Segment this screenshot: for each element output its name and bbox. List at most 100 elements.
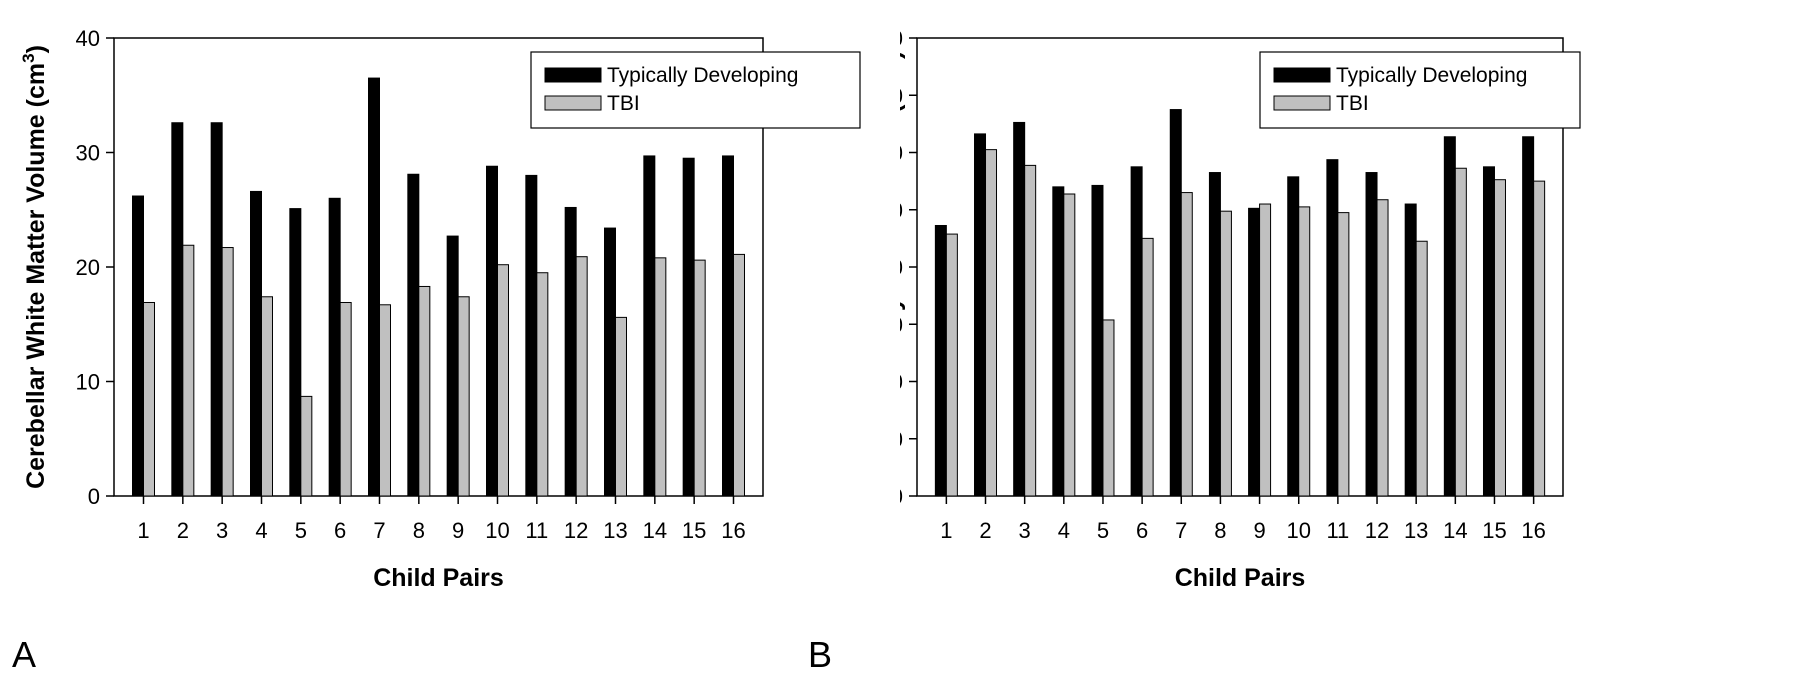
bar-typically-developing-14 xyxy=(1443,136,1456,497)
bar-typically-developing-2 xyxy=(974,133,987,497)
y-axis-title-superscript: 3 xyxy=(19,53,38,62)
y-tick-label: 20 xyxy=(900,427,903,452)
bar-tbi-7 xyxy=(1180,192,1193,497)
y-tick-label: 40 xyxy=(76,26,100,51)
y-axis-title: Cerebellar White Matter Volume (cm3) xyxy=(19,45,50,489)
bar-tbi-1 xyxy=(945,233,958,497)
x-tick-label: 13 xyxy=(1404,518,1428,543)
bar-tbi-3 xyxy=(221,247,234,497)
legend-swatch-typically-developing xyxy=(544,67,602,83)
bar-tbi-1 xyxy=(143,301,155,497)
x-tick-label: 12 xyxy=(1365,518,1389,543)
bar-tbi-16 xyxy=(1533,180,1546,497)
panel-b-letter: B xyxy=(808,634,833,675)
bar-typically-developing-11 xyxy=(525,174,538,497)
bar-typically-developing-9 xyxy=(1248,207,1261,497)
y-tick-label: 20 xyxy=(76,255,100,280)
y-tick-label: 0 xyxy=(900,484,903,509)
x-tick-label: 5 xyxy=(295,518,307,543)
bar-typically-developing-12 xyxy=(1365,172,1378,497)
bar-typically-developing-10 xyxy=(1287,176,1300,497)
x-tick-label: 7 xyxy=(1175,518,1187,543)
y-tick-label: 0 xyxy=(88,484,100,509)
bar-tbi-12 xyxy=(575,256,588,497)
bar-tbi-6 xyxy=(1141,237,1154,497)
bar-tbi-3 xyxy=(1024,164,1037,497)
bar-typically-developing-8 xyxy=(407,173,420,497)
x-tick-label: 13 xyxy=(603,518,627,543)
bar-tbi-11 xyxy=(536,272,549,497)
x-tick-label: 1 xyxy=(940,518,952,543)
x-tick-label: 2 xyxy=(979,518,991,543)
bar-tbi-12 xyxy=(1376,199,1389,497)
bar-tbi-9 xyxy=(1259,203,1272,497)
bar-typically-developing-10 xyxy=(486,165,498,497)
bar-tbi-10 xyxy=(497,264,509,497)
bar-typically-developing-13 xyxy=(1404,203,1417,497)
bar-tbi-13 xyxy=(1415,240,1428,497)
x-tick-label: 5 xyxy=(1097,518,1109,543)
bar-typically-developing-4 xyxy=(1052,186,1065,497)
y-tick-label: 10 xyxy=(76,370,100,395)
legend-swatch-tbi xyxy=(1273,95,1331,111)
y-tick-label: 120 xyxy=(900,141,903,166)
bar-tbi-9 xyxy=(457,296,470,497)
legend-swatch-typically-developing xyxy=(1273,67,1331,83)
x-tick-label: 16 xyxy=(1521,518,1545,543)
bar-typically-developing-5 xyxy=(1091,184,1104,497)
y-tick-label: 160 xyxy=(900,26,903,51)
x-tick-label: 14 xyxy=(643,518,667,543)
bar-tbi-15 xyxy=(1493,179,1506,497)
y-tick-label: 40 xyxy=(900,370,903,395)
y-axis-title-text: Cerebellar White Matter Volume (cm xyxy=(22,63,50,489)
y-axis-title-text: Cerebellar Gray Matter Volume (cm xyxy=(900,68,906,483)
y-tick-label: 30 xyxy=(76,141,100,166)
bar-typically-developing-7 xyxy=(368,77,380,497)
bar-typically-developing-1 xyxy=(132,195,144,497)
y-axis-title: Cerebellar Gray Matter Volume (cm3) xyxy=(900,51,906,484)
x-tick-label: 3 xyxy=(1019,518,1031,543)
bar-tbi-4 xyxy=(261,296,273,497)
x-tick-label: 15 xyxy=(682,518,706,543)
x-tick-label: 2 xyxy=(177,518,189,543)
bar-typically-developing-9 xyxy=(446,235,459,497)
x-tick-label: 12 xyxy=(564,518,588,543)
bar-typically-developing-3 xyxy=(210,122,223,497)
x-tick-label: 3 xyxy=(216,518,228,543)
x-tick-label: 16 xyxy=(721,518,745,543)
bar-typically-developing-16 xyxy=(722,155,734,497)
bar-typically-developing-8 xyxy=(1208,172,1221,497)
bar-tbi-10 xyxy=(1298,206,1311,497)
x-tick-label: 11 xyxy=(525,518,548,543)
legend-swatch-tbi xyxy=(544,95,602,111)
x-tick-label: 11 xyxy=(1326,518,1349,543)
bar-tbi-13 xyxy=(615,316,627,497)
x-tick-label: 1 xyxy=(137,518,149,543)
x-tick-label: 10 xyxy=(485,518,509,543)
y-tick-label: 60 xyxy=(900,312,903,337)
x-axis-title: Child Pairs xyxy=(373,564,504,592)
legend-label: Typically Developing xyxy=(607,64,798,87)
y-tick-label: 140 xyxy=(900,83,903,108)
bar-typically-developing-2 xyxy=(171,122,184,497)
x-tick-label: 4 xyxy=(255,518,267,543)
bar-tbi-15 xyxy=(693,259,706,497)
bar-typically-developing-15 xyxy=(1482,166,1495,497)
bar-tbi-11 xyxy=(1337,212,1350,497)
bar-tbi-7 xyxy=(379,304,391,497)
x-tick-label: 4 xyxy=(1058,518,1070,543)
x-tick-label: 10 xyxy=(1286,518,1310,543)
bar-typically-developing-6 xyxy=(328,197,341,497)
bar-typically-developing-13 xyxy=(604,227,616,497)
x-tick-label: 15 xyxy=(1482,518,1506,543)
bar-tbi-5 xyxy=(300,395,313,497)
bar-typically-developing-12 xyxy=(564,206,577,497)
bar-tbi-2 xyxy=(182,244,195,497)
legend-label: TBI xyxy=(1336,92,1369,115)
bar-typically-developing-4 xyxy=(250,190,262,497)
bar-tbi-6 xyxy=(339,301,352,497)
bar-tbi-14 xyxy=(1454,167,1467,497)
chart-panel-b: 0204060801001201401601234567891011121314… xyxy=(900,26,1581,592)
